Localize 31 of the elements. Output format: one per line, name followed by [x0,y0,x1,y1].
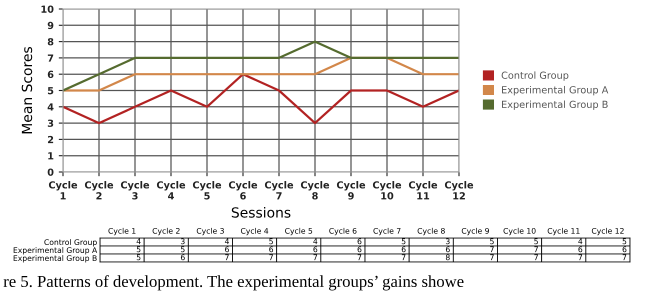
x-tick-label: Cycle 5 [192,181,222,200]
y-tick-label: 1 [48,152,54,160]
x-axis-title: Sessions [232,206,290,218]
x-tick-label: Cycle 3 [120,181,150,200]
line-series [63,40,459,92]
x-tick-label: Cycle 6 [228,181,258,200]
y-tick-label: 10 [42,5,54,13]
legend-label: Control Group [502,71,568,81]
x-tick-label: Cycle 7 [264,181,294,200]
x-tick-label: Cycle 4 [156,181,186,200]
y-tick-label: 9 [48,22,54,30]
y-tick-label: 5 [48,87,54,94]
y-tick-label: 7 [48,54,54,62]
text: re 5. Patterns of development. The experimental groups’ gains showe [4,275,464,290]
legend-label: Experimental Group B [502,100,608,110]
legend-label: Experimental Group A [502,86,608,96]
x-tick-label: Cycle 1 [48,181,78,200]
x-tick-label: Cycle 2 [84,181,114,200]
line-series [63,73,459,124]
x-tick-label: Cycle 12 [444,181,474,200]
y-tick-label: 2 [48,136,54,144]
x-tick-label: Cycle 10 [372,181,402,200]
y-axis-title: Mean Scores [22,46,32,134]
y-tick-label: 0 [48,168,54,176]
y-tick-label: 8 [48,38,54,46]
x-tick-label: Cycle 9 [336,181,366,200]
x-tick-label: Cycle 8 [300,181,330,200]
y-tick-label: 6 [48,70,54,78]
x-tick-label: Cycle 11 [408,181,438,200]
y-tick-label: 3 [48,120,54,127]
y-tick-label: 4 [48,103,54,110]
